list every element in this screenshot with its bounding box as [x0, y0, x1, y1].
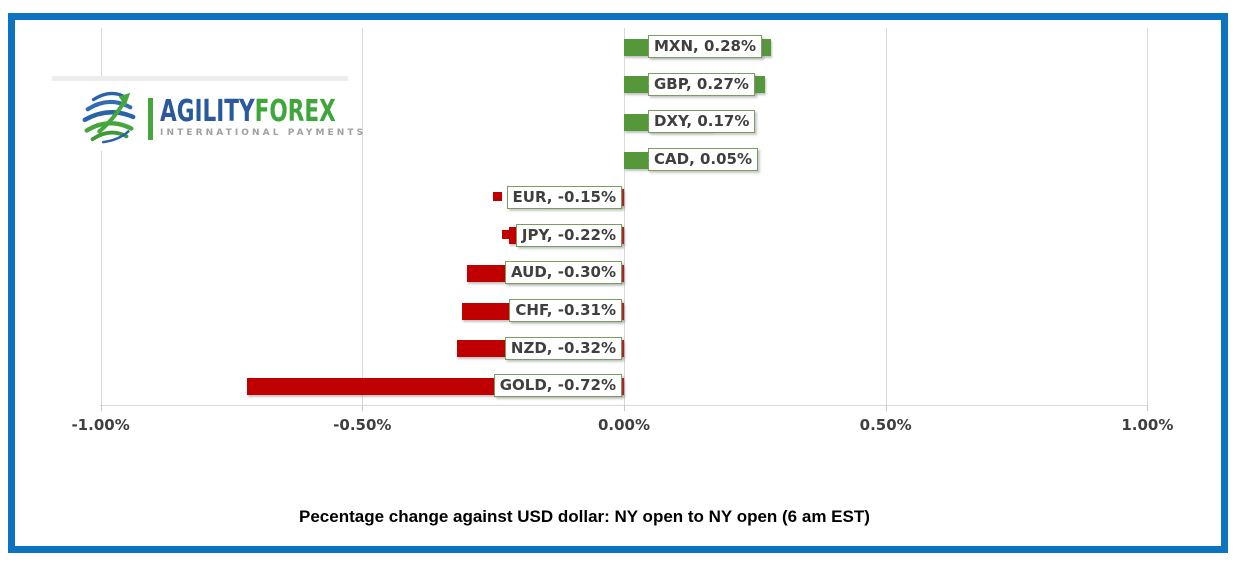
chart-caption: Pecentage change against USD dollar: NY …	[299, 507, 870, 526]
legend-key-chf	[495, 305, 505, 315]
bar-label-chf: CHF, -0.31%	[495, 299, 622, 323]
logo-brand-name: AGILITYFOREX	[160, 97, 336, 127]
legend-key-mxn	[634, 41, 643, 51]
x-axis-tick-label: -1.00%	[71, 416, 130, 434]
x-axis-tick-label: 1.00%	[1121, 416, 1174, 434]
logo-text: AGILITYFOREX INTERNATIONAL PAYMENTS	[160, 97, 404, 139]
gridline-1.00%	[1147, 28, 1149, 405]
logo-tagline: INTERNATIONAL PAYMENTS	[160, 128, 367, 138]
axis-tickmark	[1147, 405, 1149, 411]
gridline--0.50%	[362, 28, 364, 405]
logo-separator-bar	[148, 98, 153, 140]
logo-brand-agility: AGILITY	[160, 94, 255, 129]
legend-key-dxy	[634, 116, 643, 126]
bar-label-aud: AUD, -0.30%	[491, 261, 622, 285]
bar-label-gbp: GBP, 0.27%	[634, 72, 755, 96]
legend-key-nzd	[490, 343, 500, 353]
legend-key-gold	[479, 380, 489, 390]
legend-key-jpy	[501, 230, 511, 240]
x-axis-tick-label: 0.00%	[597, 416, 651, 434]
legend-key-eur	[492, 192, 502, 202]
gridline--1.00%	[100, 28, 102, 405]
globe-arrow-icon	[82, 91, 136, 144]
legend-key-cad	[634, 154, 643, 164]
x-axis-tick-label: 0.50%	[859, 416, 912, 434]
bar-label-gold: GOLD, -0.72%	[479, 374, 622, 398]
bar-label-jpy: JPY, -0.22%	[501, 223, 622, 247]
bar-label-eur: EUR, -0.15%	[492, 185, 622, 209]
gridline-0.00%	[624, 28, 625, 405]
agilityforex-logo: AGILITYFOREX INTERNATIONAL PAYMENTS	[52, 76, 363, 151]
axis-tickmark	[362, 405, 364, 411]
bar-label-mxn: MXN, 0.28%	[634, 35, 763, 58]
gridline-0.50%	[885, 28, 887, 405]
legend-key-aud	[491, 267, 501, 277]
axis-tickmark	[624, 405, 625, 411]
bar-label-cad: CAD, 0.05%	[634, 148, 759, 172]
x-axis-tick-label: -0.50%	[333, 416, 392, 434]
logo-brand-forex: FOREX	[254, 94, 336, 129]
axis-tickmark	[885, 405, 887, 411]
legend-key-gbp	[634, 79, 643, 89]
axis-tickmark	[100, 405, 102, 411]
bar-label-nzd: NZD, -0.32%	[490, 336, 622, 360]
bar-label-dxy: DXY, 0.17%	[634, 110, 756, 134]
